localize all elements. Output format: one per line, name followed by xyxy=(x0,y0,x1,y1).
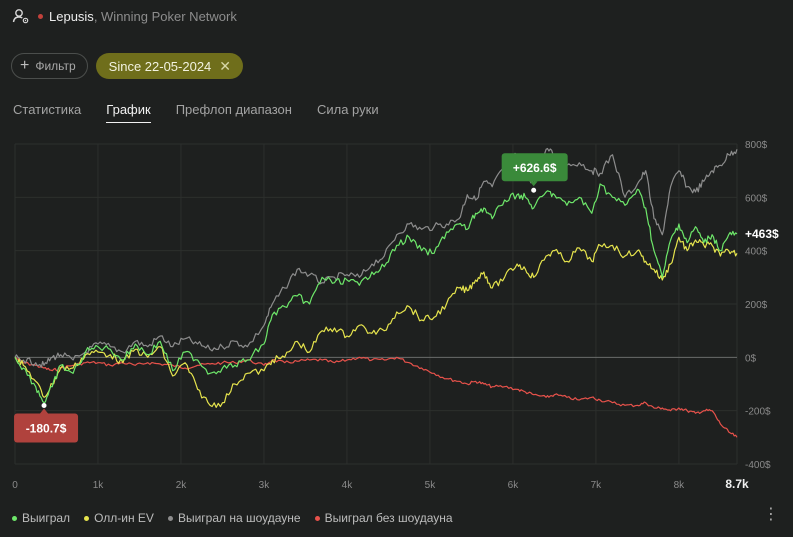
legend-swatch-showdown xyxy=(167,515,173,521)
legend-label-showdown: Выиграл на шоудауне xyxy=(177,511,301,525)
chart-svg[interactable]: 800$ 600$ 400$ 200$ 0$ -200$ -400$ 0 1k 2k 3k 4k 5k 6… xyxy=(0,128,793,500)
x-tick-label: 6k xyxy=(508,480,520,491)
legend-swatch-non-showdown xyxy=(314,515,320,521)
legend-item-won[interactable]: Выиграл xyxy=(12,511,70,525)
close-icon[interactable]: ✕ xyxy=(219,57,232,74)
x-tick-label: 2k xyxy=(176,480,188,491)
winnings-chart[interactable]: 800$ 600$ 400$ 200$ 0$ -200$ -400$ 0 1k 2k 3k 4k 5k 6… xyxy=(0,128,793,500)
user-settings-icon[interactable] xyxy=(12,7,30,25)
y-tick-label: 200$ xyxy=(745,300,768,311)
filter-button[interactable]: + Фильтр xyxy=(11,53,88,79)
x-tick-label: 4k xyxy=(342,480,354,491)
min-badge-pointer xyxy=(40,408,49,414)
x-tick-label: 5k xyxy=(425,480,437,491)
max-badge-pointer xyxy=(529,181,538,187)
filters-bar: + Фильтр Since 22-05-2024 ✕ xyxy=(11,53,244,79)
plus-icon: + xyxy=(20,57,30,74)
x-tick-label: 8k xyxy=(674,480,686,491)
max-value-label: +626.6$ xyxy=(513,161,557,175)
end-value-label: +463$ xyxy=(745,227,779,241)
chart-legend: Выиграл Олл-ин EV Выиграл на шоудауне Вы… xyxy=(12,511,453,525)
x-tick-label: 7k xyxy=(591,480,603,491)
series-line-3 xyxy=(14,356,738,438)
legend-label-non-showdown: Выиграл без шоудауна xyxy=(324,511,453,525)
legend-item-showdown[interactable]: Выиграл на шоудауне xyxy=(167,511,301,525)
date-filter-chip[interactable]: Since 22-05-2024 ✕ xyxy=(95,53,244,79)
y-tick-label: -200$ xyxy=(745,407,771,418)
filter-button-label: Фильтр xyxy=(35,59,76,73)
legend-swatch-allin-ev xyxy=(84,515,90,521)
min-badge xyxy=(14,413,79,443)
max-point-marker xyxy=(531,187,537,193)
y-tick-label: 400$ xyxy=(745,247,768,258)
y-tick-label: -400$ xyxy=(745,460,771,471)
player-header: Lepusis , Winning Poker Network xyxy=(12,6,237,26)
tab-graph[interactable]: График xyxy=(106,102,151,123)
series-line-1 xyxy=(14,236,738,408)
min-value-label: -180.7$ xyxy=(26,422,67,436)
series-line-0 xyxy=(14,183,738,404)
series-line-2 xyxy=(14,147,738,368)
tab-preflop-range[interactable]: Префлоп диапазон xyxy=(175,102,292,117)
tab-bar: Статистика График Префлоп диапазон Сила … xyxy=(13,102,404,123)
tab-hand-strength[interactable]: Сила руки xyxy=(316,102,379,117)
tab-statistics[interactable]: Статистика xyxy=(13,102,82,117)
x-tick-label: 1k xyxy=(93,480,105,491)
status-dot xyxy=(38,13,43,19)
network-name: , Winning Poker Network xyxy=(93,8,237,24)
max-badge xyxy=(501,153,568,182)
legend-item-non-showdown[interactable]: Выиграл без шоудауна xyxy=(314,511,453,525)
legend-swatch-won xyxy=(12,515,17,521)
legend-label-won: Выиграл xyxy=(22,511,71,525)
y-tick-label: 0$ xyxy=(745,353,757,364)
date-filter-label: Since 22-05-2024 xyxy=(108,58,212,74)
y-tick-label: 600$ xyxy=(745,193,768,204)
y-tick-label: 800$ xyxy=(745,140,768,151)
x-tick-label: 3k xyxy=(259,480,271,491)
more-options-icon[interactable]: ⋮ xyxy=(763,506,779,523)
legend-item-allin-ev[interactable]: Олл-ин EV xyxy=(84,511,154,525)
x-tick-label: 0 xyxy=(12,480,18,491)
legend-label-allin-ev: Олл-ин EV xyxy=(94,511,154,525)
player-name: Lepusis xyxy=(49,8,94,24)
x-tick-label: 8.7k xyxy=(725,477,749,491)
min-point-marker xyxy=(41,403,47,409)
